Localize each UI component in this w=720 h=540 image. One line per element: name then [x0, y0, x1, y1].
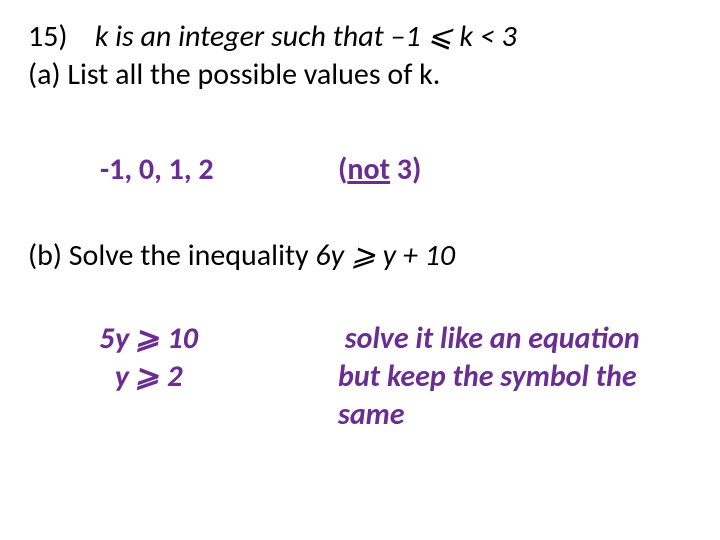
answer-a-note: (not 3): [338, 151, 421, 188]
answer-b-row: 5y ⩾ 10 y ⩾ 2 solve it like an equation …: [28, 320, 692, 435]
answer-b-working: 5y ⩾ 10 y ⩾ 2: [100, 320, 199, 397]
question-inequality: –1 ⩽ k < 3: [390, 18, 516, 55]
question-prompt-prefix: k is an integer such that: [95, 18, 391, 55]
answer-a-values: -1, 0, 1, 2: [100, 151, 214, 188]
part-a-text: (a) List all the possible values of k.: [28, 56, 692, 94]
part-b-expression: 6y ⩾ y + 10: [315, 237, 455, 274]
answer-b-line2: y ⩾ 2: [100, 358, 199, 396]
answer-a-row: -1, 0, 1, 2 (not 3): [28, 151, 692, 189]
part-b-text: (b) Solve the inequality 6y ⩾ y + 10: [28, 237, 692, 275]
answer-b-line1: 5y ⩾ 10: [100, 320, 199, 358]
answer-b-hint: solve it like an equation but keep the s…: [338, 320, 692, 435]
question-line-1: 15) k is an integer such that –1 ⩽ k < 3: [28, 18, 692, 56]
question-number: 15): [28, 18, 68, 55]
